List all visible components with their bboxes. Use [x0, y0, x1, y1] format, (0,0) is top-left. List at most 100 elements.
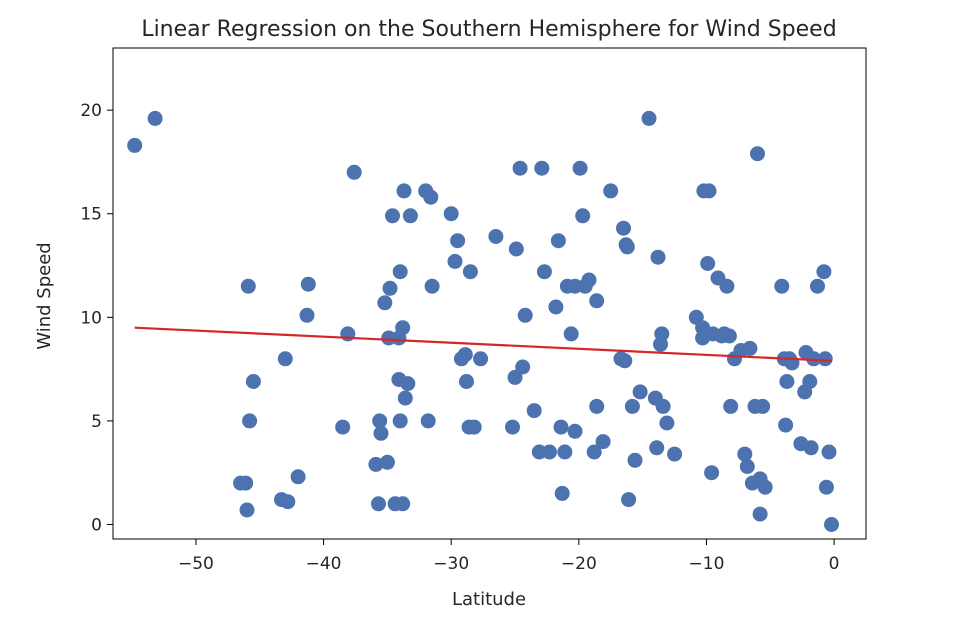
- scatter-point: [589, 293, 605, 309]
- scatter-point: [515, 359, 531, 375]
- scatter-point: [774, 278, 790, 294]
- scatter-point: [534, 160, 550, 176]
- scatter-point: [392, 413, 408, 429]
- scatter-point: [603, 183, 619, 199]
- scatter-point: [397, 390, 413, 406]
- scatter-point: [400, 376, 416, 392]
- scatter-point: [242, 413, 258, 429]
- scatter-point: [719, 278, 735, 294]
- y-tick-label: 0: [91, 515, 102, 535]
- scatter-point: [824, 517, 839, 532]
- scatter-point: [757, 479, 773, 495]
- chart-title: Linear Regression on the Southern Hemisp…: [141, 17, 836, 42]
- scatter-point: [245, 374, 261, 389]
- scatter-point: [632, 384, 648, 400]
- scatter-point: [818, 479, 834, 495]
- scatter-point: [667, 446, 683, 462]
- scatter-point: [821, 444, 837, 460]
- scatter-point: [280, 494, 296, 510]
- scatter-point: [742, 340, 758, 356]
- scatter-point: [575, 208, 591, 224]
- scatter-point: [737, 446, 753, 462]
- scatter-point: [299, 307, 315, 323]
- scatter-point: [619, 239, 635, 255]
- scatter-point: [488, 229, 504, 244]
- scatter-point: [239, 502, 255, 518]
- scatter-point: [655, 398, 671, 414]
- scatter-point: [507, 369, 523, 385]
- scatter-point: [650, 249, 666, 265]
- scatter-point: [554, 485, 570, 501]
- x-tick-label: 0: [829, 554, 840, 574]
- scatter-point: [810, 278, 825, 294]
- scatter-point: [616, 220, 631, 236]
- scatter-point: [553, 419, 569, 435]
- scatter-point: [392, 264, 408, 280]
- scatter-point: [806, 351, 822, 367]
- y-tick-label: 20: [80, 101, 102, 121]
- scatter-point: [595, 434, 611, 450]
- scatter-point: [300, 276, 316, 292]
- scatter-point: [457, 347, 473, 363]
- scatter-point: [372, 413, 388, 429]
- scatter-point: [542, 444, 557, 460]
- scatter-points: [127, 110, 839, 532]
- scatter-point: [395, 496, 411, 512]
- scatter-point: [517, 307, 533, 323]
- scatter-point: [701, 183, 717, 199]
- scatter-point: [548, 299, 564, 315]
- y-tick-label: 10: [80, 308, 102, 328]
- scatter-point: [550, 233, 566, 249]
- scatter-point: [817, 351, 833, 367]
- scatter-point: [802, 374, 818, 389]
- scatter-point: [779, 374, 795, 389]
- scatter-point: [508, 241, 524, 257]
- scatter-point: [373, 425, 389, 441]
- scatter-point: [127, 137, 143, 153]
- regression-line-layer: [134, 326, 832, 362]
- scatter-point: [700, 256, 716, 271]
- scatter-point: [382, 280, 398, 296]
- scatter-point: [402, 208, 418, 224]
- scatter-point: [739, 459, 755, 474]
- scatter-point: [557, 444, 573, 460]
- scatter-point: [443, 206, 459, 222]
- scatter-point: [396, 183, 412, 199]
- scatter-point: [721, 328, 737, 344]
- scatter-point: [803, 440, 819, 456]
- scatter-point: [816, 264, 832, 280]
- regression-line: [134, 326, 832, 362]
- y-axis-ticks: 0 5 10 15 20: [80, 101, 113, 535]
- scatter-point: [624, 398, 640, 414]
- scatter-point: [462, 264, 478, 280]
- scatter-point: [704, 465, 720, 481]
- scatter-point: [473, 351, 489, 367]
- scatter-point: [423, 189, 439, 205]
- scatter-point: [147, 110, 163, 126]
- scatter-point: [290, 469, 306, 485]
- y-tick-label: 15: [80, 205, 102, 225]
- scatter-point: [589, 398, 605, 414]
- scatter-point: [750, 146, 765, 162]
- plot-frame: [112, 47, 867, 540]
- x-tick-label: −20: [561, 554, 597, 574]
- scatter-point: [586, 444, 602, 460]
- scatter-point: [572, 160, 588, 176]
- scatter-point: [621, 492, 637, 508]
- scatter-point: [377, 295, 393, 311]
- scatter-point: [778, 417, 794, 433]
- scatter-point: [420, 413, 436, 429]
- scatter-point: [335, 419, 351, 435]
- scatter-point: [450, 233, 466, 249]
- scatter-point: [567, 423, 583, 439]
- scatter-point: [654, 326, 670, 342]
- x-tick-label: −30: [433, 554, 469, 574]
- scatter-point: [346, 164, 362, 180]
- scatter-point: [395, 320, 411, 336]
- scatter-point: [512, 160, 528, 176]
- x-tick-label: −10: [689, 554, 725, 574]
- scatter-point: [641, 110, 657, 126]
- scatter-point: [617, 353, 633, 369]
- scatter-point: [581, 272, 597, 288]
- scatter-point: [526, 403, 542, 419]
